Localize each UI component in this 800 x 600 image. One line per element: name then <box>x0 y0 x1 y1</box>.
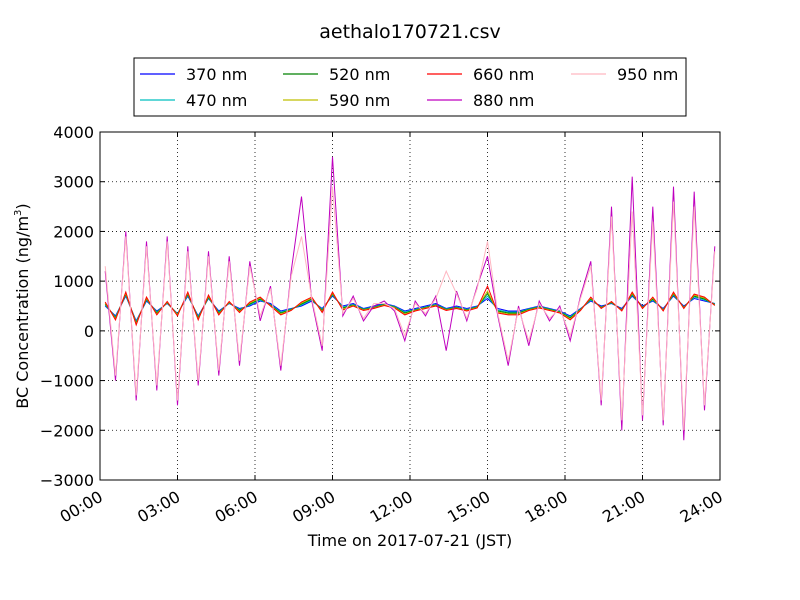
legend: 370 nm 470 nm 520 nm 590 nm 660 nm 880 nm 950 … <box>133 57 687 117</box>
legend-label-520-nm: 520 nm <box>329 65 390 84</box>
y-axis-label-close: ) <box>13 203 32 209</box>
legend-label-950-nm: 950 nm <box>617 65 678 84</box>
legend-label-590-nm: 590 nm <box>329 91 390 110</box>
y-tick-label: 1000 <box>53 272 94 291</box>
y-tick-label: 2000 <box>53 222 94 241</box>
legend-label-660-nm: 660 nm <box>473 65 534 84</box>
y-tick-label: −3000 <box>40 471 94 490</box>
legend-label-370-nm: 370 nm <box>186 65 247 84</box>
x-axis-label: Time on 2017-07-21 (JST) <box>307 531 512 550</box>
y-axis-label-text: BC Concentration (ng/m <box>13 216 32 409</box>
series-line-660-nm <box>104 284 716 327</box>
series-group <box>104 156 716 441</box>
legend-box <box>133 57 687 117</box>
y-axis-label: BC Concentration (ng/m3) <box>13 203 32 408</box>
y-tick-label: 4000 <box>53 123 94 142</box>
y-tick-label: −2000 <box>40 421 94 440</box>
y-axis-label-superscript: 3 <box>13 210 24 216</box>
y-tick-label: −1000 <box>40 372 94 391</box>
y-tick-label: 3000 <box>53 173 94 192</box>
chart-title: aethalo170721.csv <box>319 21 501 43</box>
grid <box>100 132 720 480</box>
y-tick-label: 0 <box>84 322 94 341</box>
legend-label-880-nm: 880 nm <box>473 91 534 110</box>
legend-label-470-nm: 470 nm <box>186 91 247 110</box>
series-line-950-nm <box>104 186 716 431</box>
